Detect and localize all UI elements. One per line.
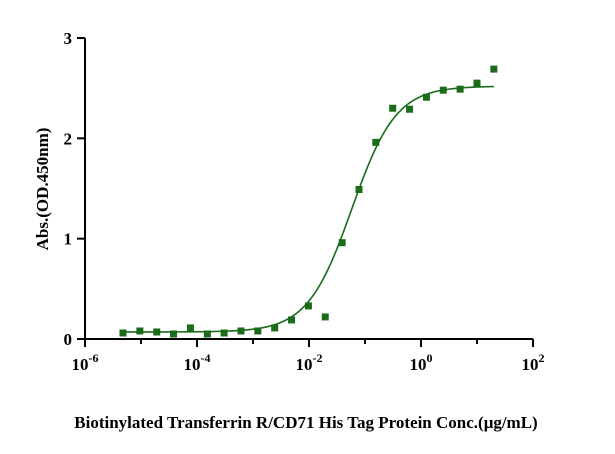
data-point: [406, 105, 414, 113]
y-tick-label: 3: [64, 29, 73, 48]
data-point: [119, 329, 127, 337]
data-point: [439, 86, 447, 94]
x-tick-label: 102: [522, 351, 545, 374]
data-point: [372, 138, 380, 146]
y-tick-label: 2: [64, 129, 73, 148]
data-point: [355, 186, 363, 193]
fit-curve-layer: [123, 85, 494, 333]
y-ticks: 0 1 2 3: [64, 29, 85, 349]
data-points-layer: [119, 65, 498, 338]
data-point: [220, 329, 228, 337]
data-point: [136, 327, 144, 335]
data-point: [254, 327, 262, 335]
data-point: [186, 324, 194, 332]
data-point: [321, 313, 329, 321]
data-point: [271, 324, 279, 332]
data-point: [304, 302, 312, 310]
data-point: [170, 330, 178, 338]
axes: [84, 38, 533, 340]
y-tick-label: 0: [64, 330, 73, 349]
x-tick-label: 10-2: [296, 351, 323, 374]
data-point: [153, 328, 161, 336]
data-point: [389, 104, 397, 112]
y-axis-title: Abs.(OD.450nm): [33, 128, 52, 251]
data-point: [288, 316, 296, 324]
data-point: [422, 93, 430, 101]
x-ticks: 10-6 10-4 10-2 100 102: [72, 339, 545, 374]
x-tick-label: 10-4: [184, 351, 211, 374]
data-point: [237, 327, 245, 335]
data-point: [338, 239, 346, 247]
x-tick-label: 10-6: [72, 351, 99, 374]
data-point: [490, 65, 498, 73]
data-point: [473, 79, 481, 87]
y-tick-label: 1: [64, 230, 73, 249]
x-tick-label: 100: [410, 351, 433, 374]
data-point: [456, 85, 464, 93]
fit-curve: [123, 85, 494, 333]
data-point: [203, 330, 211, 338]
x-axis-title: Biotinylated Transferrin R/CD71 His Tag …: [74, 413, 537, 432]
